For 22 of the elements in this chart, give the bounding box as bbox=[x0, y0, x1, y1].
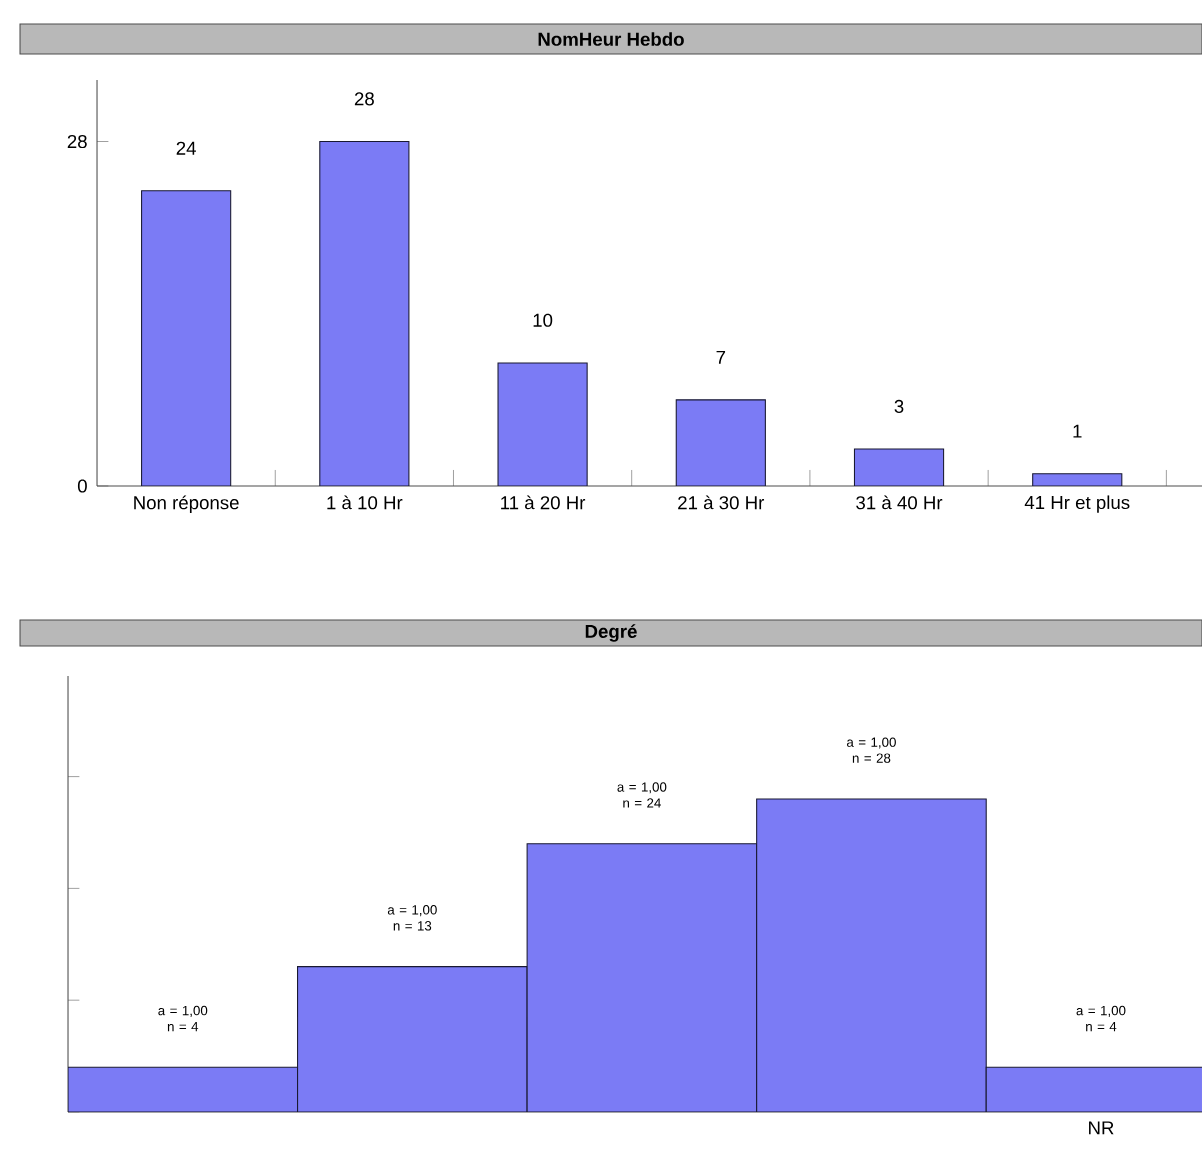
y-tick-label: 0 bbox=[77, 479, 87, 493]
x-tick-label: 21 à 30 Hr bbox=[678, 495, 765, 510]
bar bbox=[141, 190, 232, 486]
x-tick-label: 31 à 40 Hr bbox=[856, 495, 943, 510]
x-tick-label: 11 à 20 Hr bbox=[501, 495, 586, 510]
chart-title: NomHeur Hebdo bbox=[538, 32, 684, 46]
bar bbox=[853, 448, 945, 486]
data-label: 24 bbox=[176, 141, 196, 155]
data-label: 7 bbox=[716, 350, 726, 364]
data-label: 1 bbox=[1073, 424, 1082, 438]
bar bbox=[1032, 473, 1123, 486]
x-tick-label: 1 à 10 Hr bbox=[327, 495, 403, 510]
x-tick-label: NR bbox=[1089, 1121, 1114, 1135]
data-label: 28 bbox=[354, 92, 374, 106]
chart-title: Degré bbox=[585, 624, 637, 642]
data-label: 3 bbox=[894, 399, 904, 413]
x-tick-label: 41 Hr et plus bbox=[1024, 495, 1130, 513]
x-tick-label: Non réponse bbox=[134, 495, 239, 514]
bar bbox=[675, 399, 766, 486]
bar bbox=[319, 140, 410, 486]
bar bbox=[497, 362, 588, 486]
data-label: 10 bbox=[533, 313, 553, 327]
